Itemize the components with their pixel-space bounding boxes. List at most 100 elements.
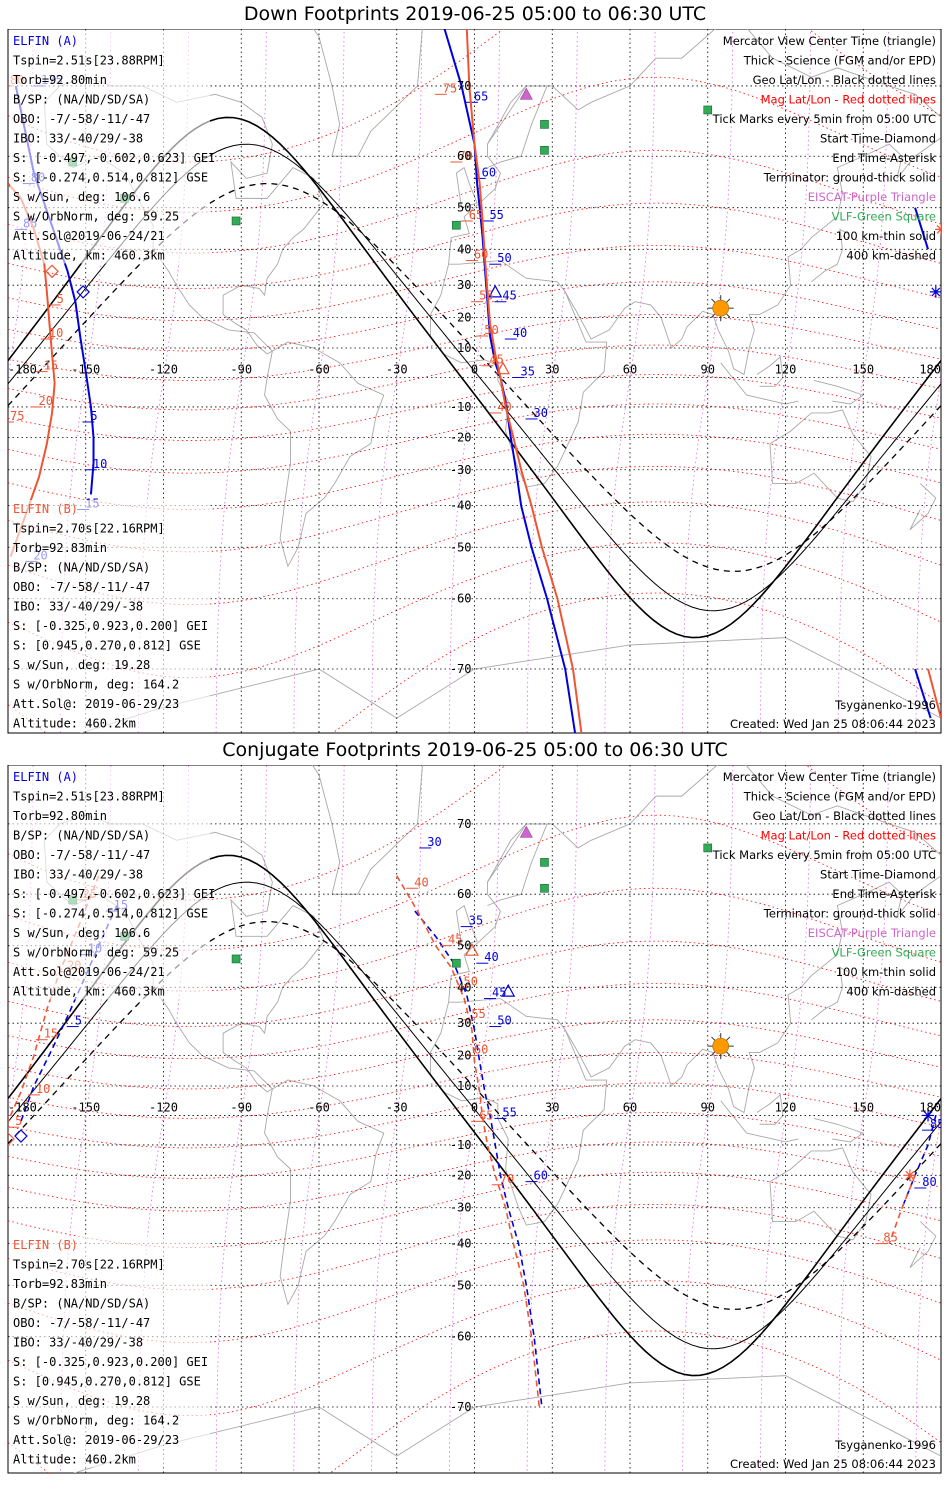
- legend-item: End Time-Asterisk: [832, 151, 936, 165]
- legend-item: 400 km-dashed: [846, 249, 936, 263]
- legend-item: Thick - Science (FGM and/or EPD): [743, 54, 936, 68]
- info-line: S w/Sun, deg: 106.6: [13, 190, 150, 204]
- panel-title-down: Down Footprints 2019-06-25 05:00 to 06:3…: [243, 3, 707, 25]
- lon-tick-label: -180: [8, 1100, 37, 1114]
- info-line: B/SP: (NA/ND/SD/SA): [13, 561, 150, 575]
- coastline: [455, 166, 478, 209]
- coastline: [813, 1117, 865, 1143]
- info-line: Att.Sol@: 2019-06-29/23: [13, 1433, 179, 1447]
- created-label: Created: Wed Jan 25 08:06:44 2023: [730, 1457, 936, 1471]
- footprint-tick-label: 55: [502, 1105, 516, 1119]
- info-line: OBO: -7/-58/-11/-47: [13, 848, 150, 862]
- lat-tick-label: -60: [450, 1330, 472, 1344]
- info-line: B/SP: (NA/ND/SD/SA): [13, 1297, 150, 1311]
- coastline: [564, 137, 941, 376]
- coastline: [448, 29, 941, 265]
- vlf-marker: [452, 958, 461, 968]
- info-block: ELFIN (B) Tspin=2.70s[22.16RPM] Torb=92.83…: [10, 500, 210, 732]
- coastline: [720, 1100, 799, 1143]
- footprint-tick-label: 5: [15, 1114, 22, 1128]
- lon-tick-label: 60: [623, 1100, 637, 1114]
- sun-marker: [712, 299, 730, 317]
- info-line: Att.Sol@: 2019-06-29/23: [13, 697, 179, 711]
- vlf-marker: [540, 858, 549, 867]
- footprint-track: [914, 207, 929, 250]
- info-line: S w/OrbNorm, deg: 164.2: [13, 678, 179, 692]
- lat-tick-label: -20: [450, 1168, 472, 1182]
- footprint-tick-label: 60: [474, 1043, 488, 1057]
- footprint-tick-label: 80: [922, 1175, 936, 1189]
- sun-ray: [726, 1051, 731, 1056]
- info-line: S: [0.945,0.270,0.812] GSE: [13, 639, 201, 653]
- footprint-tick-label: 65: [479, 1108, 493, 1122]
- mag-lon-line: [293, 29, 345, 733]
- legend-item: EISCAT-Purple Triangle: [808, 926, 936, 940]
- footprint-tick-label: 45: [502, 289, 516, 303]
- end-marker: [922, 1109, 935, 1122]
- vlf-marker: [540, 883, 549, 893]
- end-marker: [929, 285, 941, 298]
- footprint-tick-label: 40: [414, 875, 428, 889]
- footprint-track: [914, 668, 932, 719]
- info-line: Torb=92.83min: [13, 1277, 107, 1291]
- center-marker: [464, 942, 479, 956]
- legend-item: 100 km-thin solid: [836, 965, 936, 979]
- legend-item: VLF-Green Square: [832, 946, 936, 960]
- lat-tick-label: 60: [457, 149, 471, 163]
- footprint-tick-label: 70: [458, 149, 472, 163]
- lat-tick-label: 30: [457, 1016, 471, 1030]
- footprint-tick-label: 55: [471, 1007, 485, 1021]
- lon-tick-label: 150: [852, 1100, 874, 1114]
- footprint-tick-label: 70: [500, 1172, 514, 1186]
- info-line: Tspin=2.51s[23.88RPM]: [13, 790, 165, 804]
- mag-lat-line: [8, 501, 941, 606]
- info-line: IBO: 33/-40/29/-38: [13, 868, 143, 882]
- footprint-tick-label: 75: [10, 409, 24, 423]
- lon-tick-label: 90: [701, 1100, 715, 1114]
- mag-lon-line: [837, 29, 889, 733]
- footprint-track: [396, 875, 541, 1408]
- info-line: IBO: 33/-40/29/-38: [13, 1336, 143, 1350]
- lat-tick-label: 60: [457, 887, 471, 901]
- footprint-track: [8, 875, 100, 1122]
- legend-item: Start Time-Diamond: [820, 868, 936, 882]
- lat-tick-label: 70: [457, 79, 471, 93]
- mag-lon-line: [682, 765, 734, 1473]
- lat-tick-label: -30: [450, 1201, 472, 1215]
- lon-tick-label: 90: [701, 362, 715, 376]
- footprint-tick-label: 60: [474, 248, 488, 262]
- lat-tick-label: -30: [450, 463, 472, 477]
- info-title: ELFIN (B): [13, 502, 78, 516]
- footprint-tick-label: 10: [93, 457, 107, 471]
- sun-ray: [726, 298, 731, 303]
- footprint-tick-label: 35: [521, 364, 535, 378]
- lon-tick-label: -180: [8, 362, 37, 376]
- lon-tick-label: 60: [623, 362, 637, 376]
- footprint-tick-label: 35: [469, 914, 483, 928]
- footprint-tick-label: 75: [443, 81, 457, 95]
- terminator-400km: [8, 920, 941, 1310]
- footprint-tick-label: 85: [930, 1117, 944, 1131]
- mag-lat-line: [8, 814, 941, 951]
- footprint-track: [414, 910, 543, 1408]
- lat-tick-label: -10: [450, 400, 472, 414]
- info-line: Att.Sol@2019-06-24/21: [13, 965, 165, 979]
- info-line: S w/OrbNorm, deg: 59.25: [13, 946, 179, 960]
- coastline: [813, 379, 865, 405]
- footprint-tick-label: 40: [484, 950, 498, 964]
- lon-tick-label: -60: [308, 362, 330, 376]
- info-line: Altitude, km: 460.3km: [13, 985, 165, 999]
- info-line: Torb=92.80min: [13, 809, 107, 823]
- sun-ray: [711, 1051, 716, 1056]
- lon-tick-label: -120: [149, 1100, 178, 1114]
- info-line: Altitude: 460.2km: [13, 1453, 136, 1467]
- mag-lon-line: [60, 765, 112, 1473]
- eiscat-marker: [519, 87, 533, 100]
- coastline: [720, 362, 799, 405]
- footprint-tick-label: 15: [44, 359, 58, 373]
- sun-ray: [711, 313, 716, 318]
- mag-lat-line: [8, 1330, 941, 1473]
- info-line: S: [-0.497,-0.602,0.623] GEI: [13, 151, 215, 165]
- lat-tick-label: 20: [457, 1049, 471, 1063]
- footprint-tick-label: 55: [489, 208, 503, 222]
